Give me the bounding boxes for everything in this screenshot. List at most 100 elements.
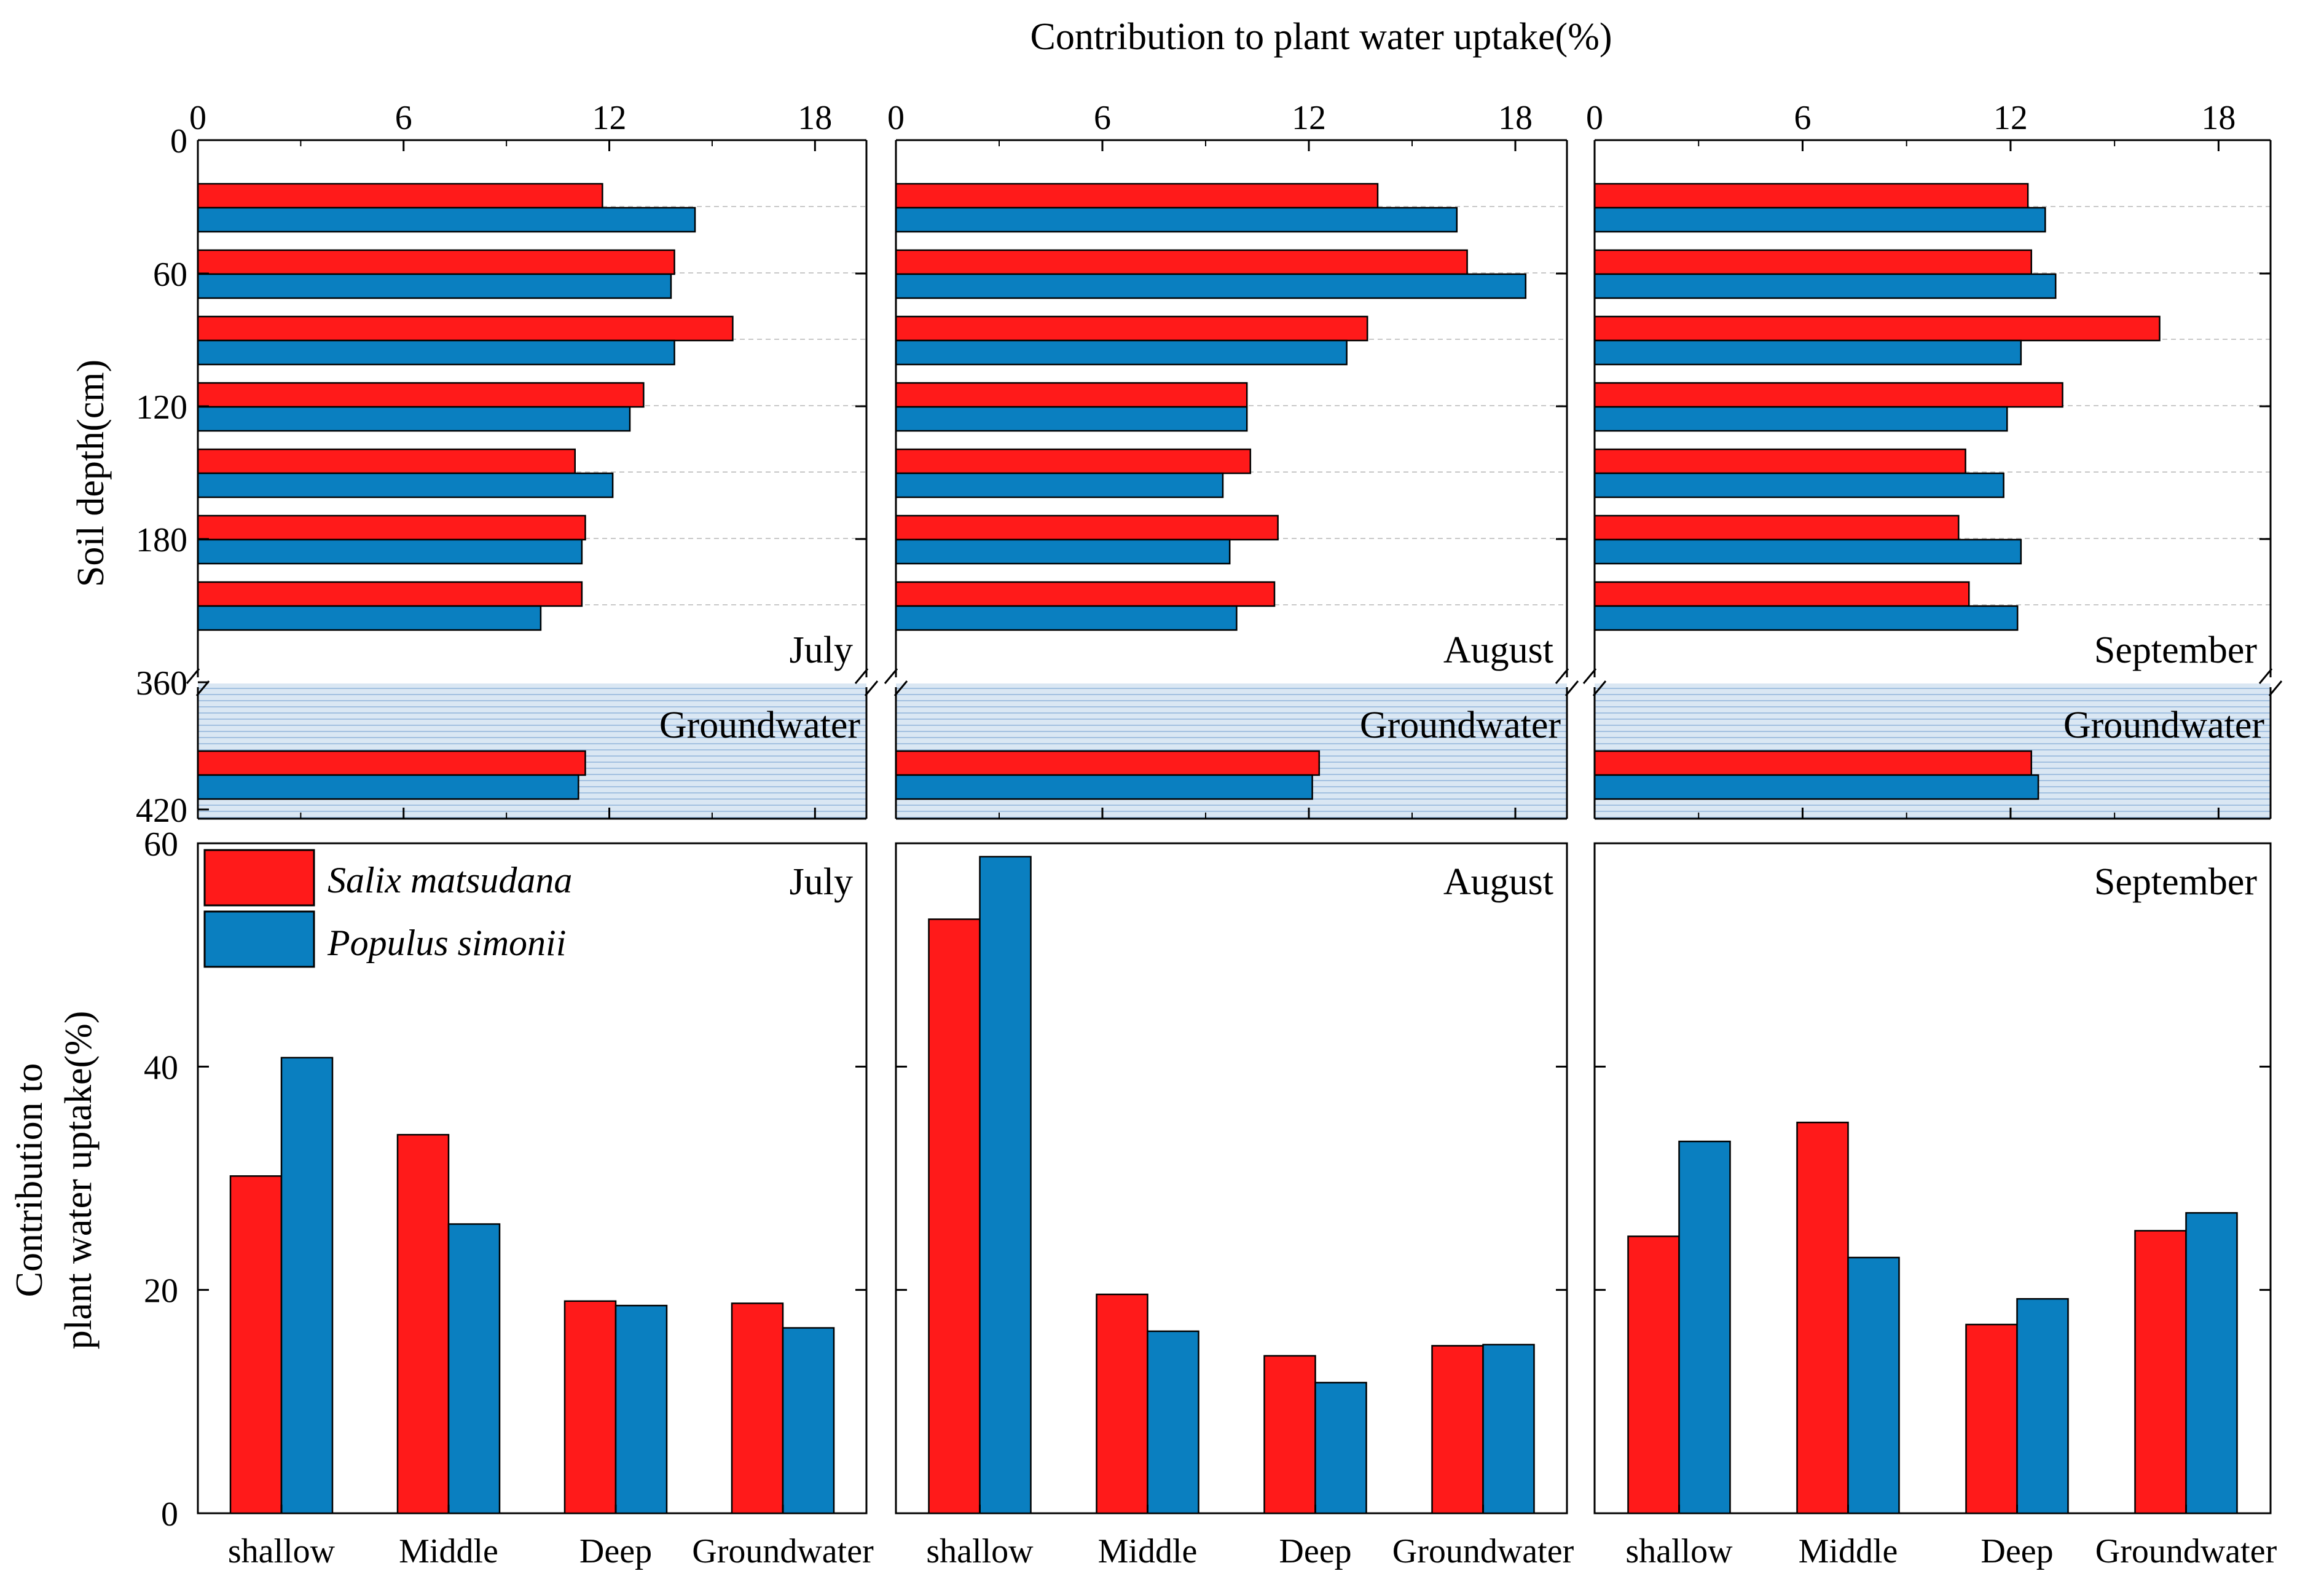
bar-populus-depth (1593, 207, 2046, 233)
top-month-label-september: September (2094, 629, 2257, 671)
legend-swatch-salix (203, 849, 315, 907)
top-x-tick-label: 0 (887, 99, 905, 137)
bar-salix-depth (895, 581, 1276, 607)
groundwater-label: Groundwater (659, 704, 860, 746)
bottom-panel-frame (197, 842, 868, 1514)
bar-salix-deep (1965, 1323, 2018, 1514)
bar-salix-depth (895, 183, 1379, 209)
bar-salix-depth (197, 315, 734, 342)
bar-salix-middle (396, 1133, 450, 1514)
bar-populus-shallow (979, 856, 1032, 1514)
bar-salix-groundwater (1593, 750, 2033, 776)
bar-populus-depth (197, 273, 672, 299)
bar-salix-depth (1593, 315, 2161, 342)
top-x-tick-label: 0 (1586, 99, 1603, 137)
bar-salix-depth (1593, 448, 1966, 475)
bar-populus-middle (1147, 1330, 1199, 1514)
category-label-shallow: shallow (228, 1532, 336, 1570)
bar-populus-depth (895, 538, 1231, 565)
bar-salix-groundwater (1431, 1345, 1484, 1514)
bar-salix-shallow (1627, 1235, 1680, 1514)
bar-salix-depth (197, 183, 603, 209)
bar-populus-deep (1314, 1382, 1367, 1514)
bar-salix-depth (197, 514, 586, 541)
bar-salix-groundwater (197, 750, 586, 776)
bar-salix-depth (197, 581, 583, 607)
top-x-tick-label: 18 (798, 99, 832, 137)
top-x-tick-label: 6 (395, 99, 412, 137)
bottom-month-label-august: August (1443, 861, 1553, 903)
bar-salix-depth (895, 514, 1279, 541)
bar-salix-deep (1263, 1355, 1316, 1514)
bar-populus-depth (1593, 273, 2057, 299)
top-x-tick-label: 12 (592, 99, 627, 137)
top-x-tick-label: 0 (189, 99, 206, 137)
bottom-y-tick-label: 60 (144, 825, 178, 864)
bar-populus-depth (197, 406, 631, 432)
bar-populus-depth (895, 339, 1348, 366)
bottom-panel-august: shallow Middle Deep Groundwater August (895, 842, 1574, 1570)
bar-populus-shallow (280, 1057, 334, 1514)
bar-populus-depth (1593, 339, 2022, 366)
bottom-panel-september: shallow Middle Deep Groundwater September (1593, 842, 2277, 1570)
bar-populus-depth (1593, 538, 2022, 565)
bar-salix-shallow (928, 918, 981, 1514)
groundwater-label: Groundwater (1360, 704, 1561, 746)
bar-populus-deep (2016, 1298, 2069, 1514)
bottom-y-tick-label: 20 (144, 1272, 178, 1310)
top-x-tick-label: 12 (1993, 99, 2028, 137)
axis-break-mark (1555, 668, 1569, 684)
axis-break-mark (884, 668, 898, 684)
category-label-groundwater: Groundwater (1392, 1532, 1574, 1570)
axis-break-mark (1564, 680, 1579, 696)
bar-populus-depth (1593, 472, 2004, 498)
bar-populus-shallow (1678, 1140, 1731, 1514)
bar-populus-groundwater (1482, 1344, 1535, 1514)
bar-populus-depth (1593, 406, 2008, 432)
bar-salix-groundwater (895, 750, 1321, 776)
bottom-panel-frame (895, 842, 1568, 1514)
top-x-tick-label: 6 (1794, 99, 1811, 137)
bar-salix-groundwater (2134, 1230, 2187, 1514)
bar-populus-depth (895, 406, 1248, 432)
axis-break-mark (864, 680, 879, 696)
bar-populus-depth (895, 207, 1458, 233)
bar-salix-deep (563, 1300, 617, 1514)
top-x-tick-label: 6 (1094, 99, 1111, 137)
bar-populus-groundwater (782, 1327, 835, 1514)
category-label-middle: Middle (399, 1532, 498, 1570)
bar-salix-depth (1593, 183, 2029, 209)
depth-tick-label: 60 (153, 256, 187, 294)
axis-break-mark (186, 668, 200, 684)
bar-populus-middle (447, 1223, 501, 1514)
bar-salix-depth (895, 315, 1368, 342)
bar-salix-depth (197, 249, 675, 275)
axis-break-mark (893, 680, 908, 696)
bar-salix-depth (895, 382, 1248, 408)
bar-populus-depth (895, 273, 1527, 299)
bar-populus-groundwater (1593, 774, 2039, 800)
category-label-deep: Deep (1981, 1532, 2053, 1570)
bottom-panel-frame (1593, 842, 2272, 1514)
axis-break-mark (1592, 680, 1607, 696)
axis-break-mark (2268, 680, 2283, 696)
axis-break-mark (1582, 668, 1597, 684)
axis-break-mark (854, 668, 869, 684)
category-label-deep: Deep (579, 1532, 652, 1570)
bottom-month-label-september: September (2094, 861, 2257, 903)
bottom-y-tick-label: 40 (144, 1049, 178, 1087)
category-label-middle: Middle (1098, 1532, 1198, 1570)
bar-salix-depth (895, 249, 1468, 275)
bar-salix-groundwater (731, 1302, 784, 1514)
bar-populus-groundwater (2185, 1212, 2238, 1514)
depth-tick-label: 120 (136, 388, 187, 427)
category-label-shallow: shallow (1625, 1532, 1733, 1570)
bottom-month-label-july: July (790, 861, 853, 903)
bar-populus-depth (197, 538, 583, 565)
bar-populus-depth (197, 605, 542, 631)
legend-label-salix: Salix matsudana (328, 860, 572, 900)
bar-salix-depth (1593, 382, 2063, 408)
bar-salix-depth (1593, 581, 1970, 607)
top-axis-title: Contribution to plant water uptake(%) (1030, 16, 1612, 58)
